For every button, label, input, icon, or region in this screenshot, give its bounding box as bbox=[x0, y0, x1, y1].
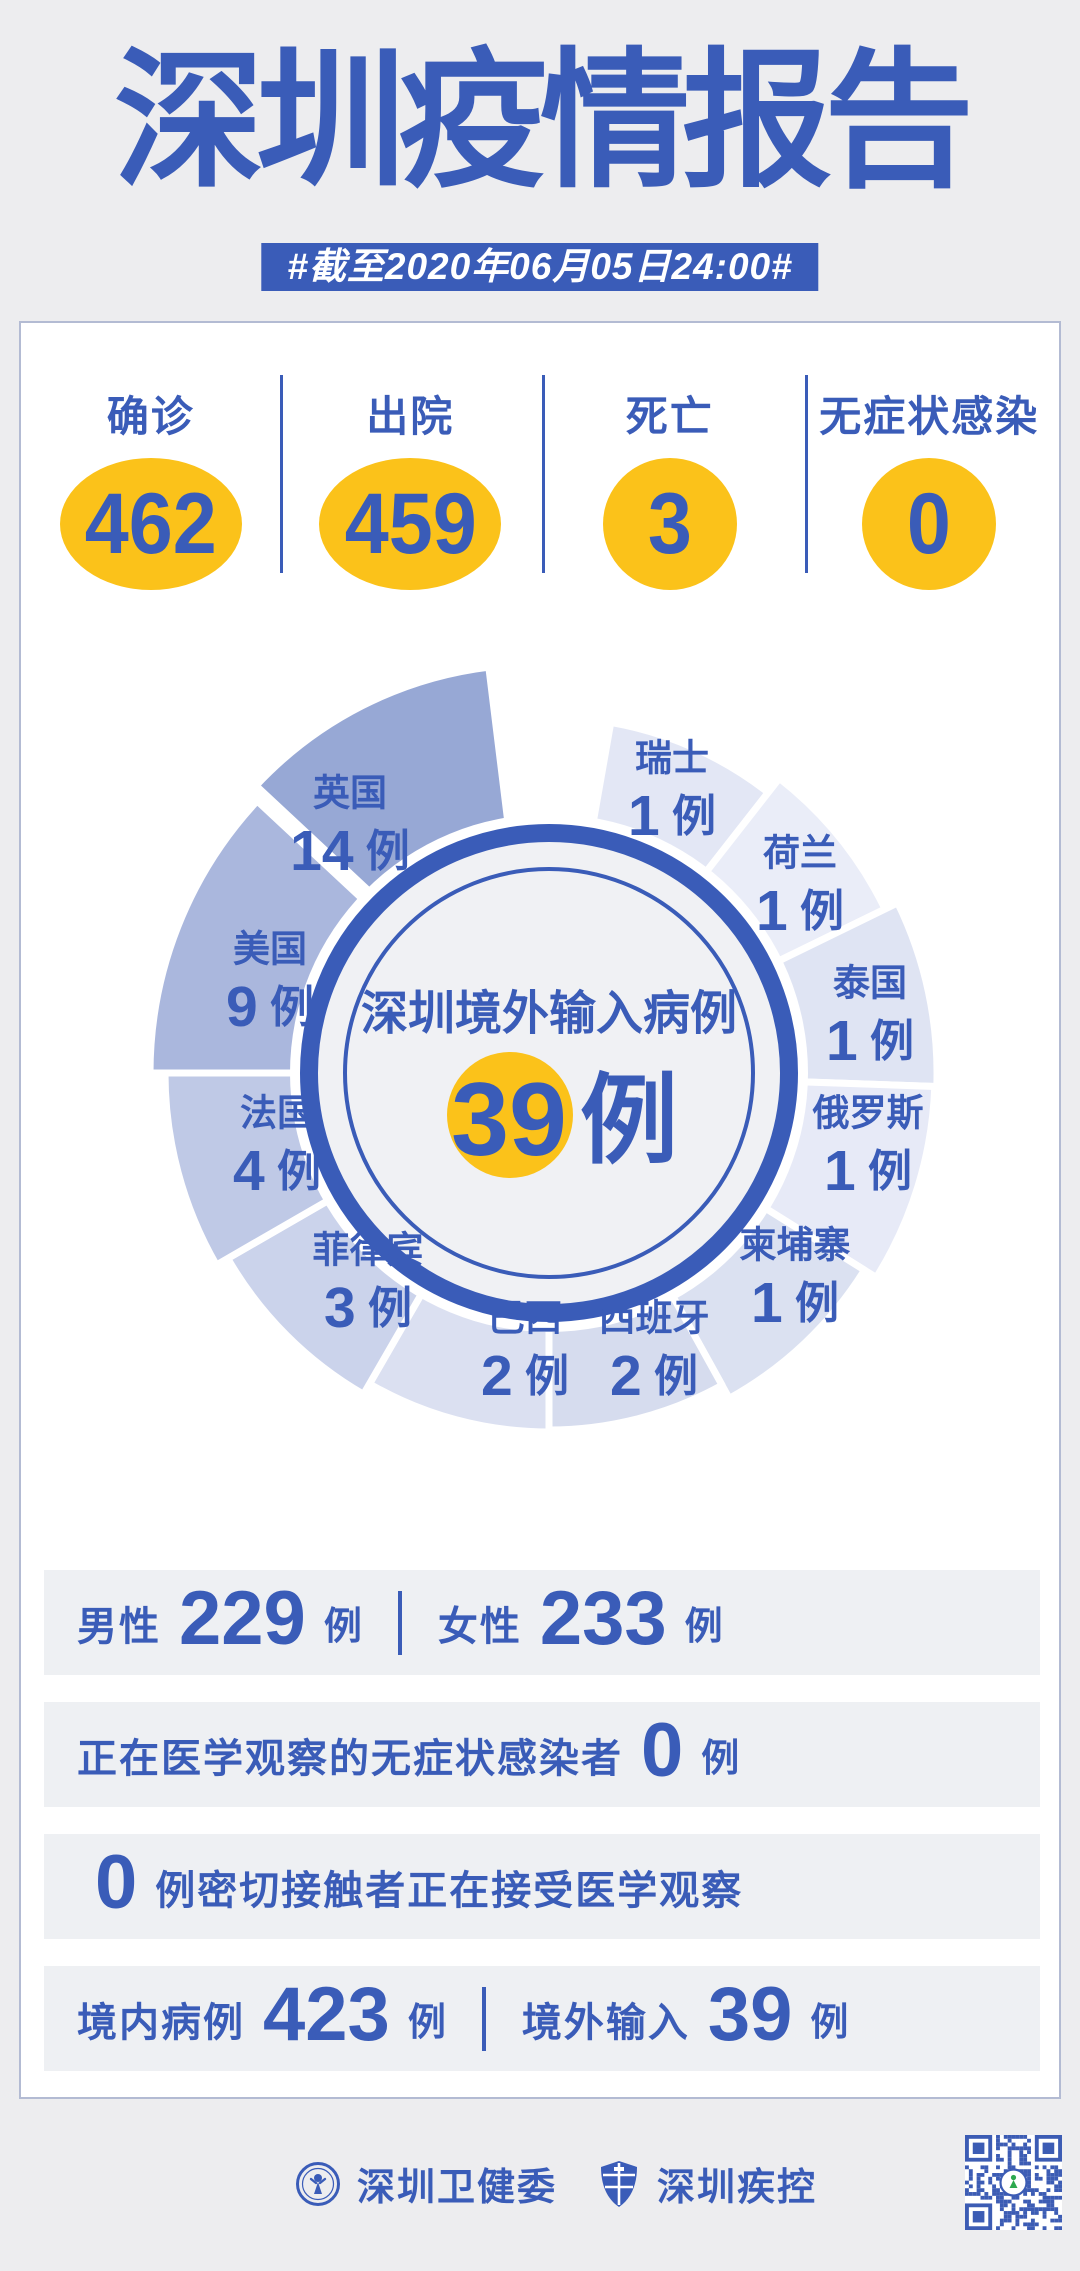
pie-label-name-英国: 英国 bbox=[313, 773, 387, 814]
summary-divider bbox=[542, 375, 545, 573]
summary-value: 3 bbox=[647, 476, 692, 572]
pie-label-name-荷兰: 荷兰 bbox=[763, 833, 837, 874]
pie-center-unit: 例 bbox=[580, 1065, 678, 1175]
pie-label-value-荷兰: 1 例 bbox=[756, 879, 844, 943]
stats-divider bbox=[481, 1986, 486, 2051]
pie-label-value-菲律宾: 3 例 bbox=[324, 1276, 412, 1340]
stats-num: 39 bbox=[707, 1971, 793, 2057]
stats-row: 境内病例 423 例 境外输入 39 例 bbox=[44, 1966, 1040, 2071]
org-label: 深圳卫健委 bbox=[357, 2167, 558, 2209]
stats-unit: 例 bbox=[701, 1738, 740, 1780]
pie-inner-ring bbox=[343, 867, 755, 1279]
summary-divider bbox=[805, 375, 808, 573]
summary-item-2: 出院 459 bbox=[281, 323, 541, 623]
pie-label-name-柬埔寨: 柬埔寨 bbox=[740, 1225, 851, 1266]
summary-row: 确诊 462 出院 459 死亡 3 无症状感染 0 bbox=[21, 323, 1059, 623]
cdc-shield-icon bbox=[601, 2160, 637, 2207]
stats-num: 229 bbox=[179, 1575, 306, 1661]
report-card: 确诊 462 出院 459 死亡 3 无症状感染 0 深圳境外输入病例 39 例瑞士 1 例荷兰 1 … bbox=[19, 321, 1061, 2099]
summary-value: 0 bbox=[907, 476, 952, 572]
summary-item-1: 确诊 462 bbox=[21, 323, 281, 623]
stats-label: 例密切接触者正在接受医学观察 bbox=[155, 1868, 744, 1913]
summary-label: 确诊 bbox=[106, 393, 195, 440]
qr-code bbox=[965, 2135, 1062, 2230]
stats-num: 423 bbox=[263, 1971, 390, 2057]
pie-label-value-俄罗斯: 1 例 bbox=[824, 1139, 912, 1203]
summary-value: 462 bbox=[84, 476, 217, 572]
pie-label-value-西班牙: 2 例 bbox=[610, 1344, 698, 1408]
stats-row: 正在医学观察的无症状感染者 0 例 bbox=[44, 1702, 1040, 1807]
stats-label: 正在医学观察的无症状感染者 bbox=[77, 1736, 623, 1781]
summary-value: 459 bbox=[344, 476, 477, 572]
stats-row: 0 例密切接触者正在接受医学观察 bbox=[44, 1834, 1040, 1939]
pie-label-value-柬埔寨: 1 例 bbox=[751, 1271, 839, 1335]
pie-center-title: 深圳境外输入病例 bbox=[361, 987, 737, 1040]
stats-num: 233 bbox=[539, 1575, 667, 1661]
pie-label-value-巴西: 2 例 bbox=[481, 1344, 569, 1408]
pie-label-name-巴西: 巴西 bbox=[488, 1298, 562, 1339]
stats-divider bbox=[397, 1590, 402, 1655]
stats-unit: 例 bbox=[323, 1606, 362, 1648]
summary-label: 无症状感染 bbox=[819, 393, 1040, 440]
summary-value-circle: 3 bbox=[602, 458, 737, 590]
stats-row: 男性 229 例 女性 233 例 bbox=[44, 1570, 1040, 1675]
summary-value-circle: 462 bbox=[59, 458, 242, 590]
summary-label: 死亡 bbox=[625, 393, 714, 440]
summary-item-4: 无症状感染 0 bbox=[800, 323, 1060, 623]
pie-label-value-泰国: 1 例 bbox=[826, 1009, 914, 1073]
pie-center-value-circle bbox=[447, 1052, 573, 1178]
pie-label-name-瑞士: 瑞士 bbox=[635, 738, 709, 779]
pie-center-value: 39 bbox=[451, 1062, 567, 1178]
report-date-banner: #截至2020年06月05日24:00# bbox=[261, 243, 819, 291]
summary-label: 出院 bbox=[366, 393, 455, 440]
stats-num: 0 bbox=[641, 1707, 684, 1793]
summary-item-3: 死亡 3 bbox=[540, 323, 800, 623]
org-shenzhen-cdc: 深圳疾控 bbox=[597, 2156, 817, 2211]
stats-unit: 例 bbox=[407, 2002, 446, 2044]
pie-label-value-美国: 9 例 bbox=[226, 975, 314, 1039]
pie-label-value-法国: 4 例 bbox=[233, 1139, 321, 1203]
pie-label-name-法国: 法国 bbox=[240, 1093, 314, 1134]
pie-label-name-美国: 美国 bbox=[233, 929, 307, 970]
pie-label-name-泰国: 泰国 bbox=[833, 963, 907, 1004]
summary-value-circle: 0 bbox=[862, 458, 997, 590]
pie-label-value-英国: 14 例 bbox=[290, 819, 410, 883]
health-commission-seal-icon bbox=[296, 2161, 340, 2206]
pie-label-value-瑞士: 1 例 bbox=[628, 784, 716, 848]
org-label: 深圳疾控 bbox=[657, 2167, 818, 2209]
summary-divider bbox=[280, 375, 283, 573]
stats-num: 0 bbox=[95, 1839, 138, 1925]
stats-label: 境外输入 bbox=[521, 2000, 690, 2045]
pie-label-name-菲律宾: 菲律宾 bbox=[313, 1230, 424, 1271]
stats-label: 女性 bbox=[437, 1604, 522, 1649]
pie-label-name-西班牙: 西班牙 bbox=[599, 1298, 710, 1339]
stats-label: 男性 bbox=[77, 1604, 161, 1649]
org-shenzhen-health-commission: 深圳卫健委 bbox=[295, 2156, 557, 2211]
page-title: 深圳疫情报告 bbox=[113, 37, 974, 205]
pie-label-name-俄罗斯: 俄罗斯 bbox=[812, 1093, 924, 1134]
stats-unit: 例 bbox=[810, 2002, 849, 2044]
stats-unit: 例 bbox=[684, 1606, 723, 1648]
summary-value-circle: 459 bbox=[319, 458, 502, 590]
stats-label: 境内病例 bbox=[77, 2000, 245, 2045]
